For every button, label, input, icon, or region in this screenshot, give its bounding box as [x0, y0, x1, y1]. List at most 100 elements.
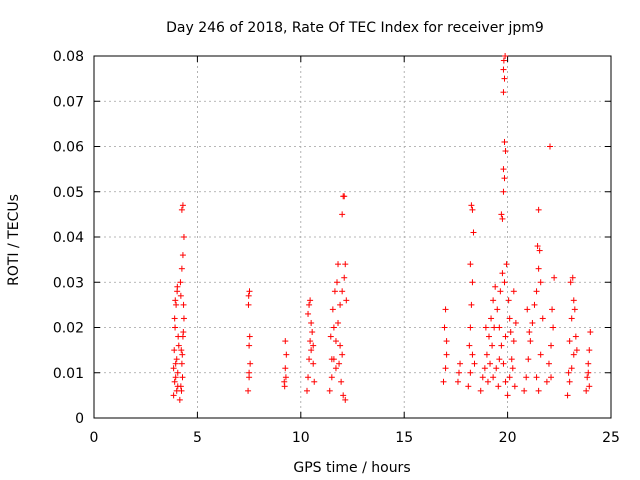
y-tick-label: 0.05 — [53, 185, 84, 201]
y-tick-label: 0.07 — [53, 94, 84, 110]
data-point — [483, 351, 490, 358]
data-point — [523, 374, 530, 381]
data-point — [499, 270, 506, 277]
data-point — [493, 365, 500, 372]
data-point — [498, 211, 505, 218]
data-point — [328, 374, 335, 381]
data-point — [339, 211, 346, 218]
data-point — [178, 387, 185, 394]
y-tick-label: 0.06 — [53, 140, 84, 156]
data-point — [282, 338, 289, 345]
data-point — [584, 374, 591, 381]
data-point — [471, 360, 478, 367]
data-point — [587, 329, 594, 336]
grid-lines — [94, 56, 611, 418]
data-point — [245, 301, 252, 308]
data-point — [550, 324, 557, 331]
data-point — [336, 360, 343, 367]
y-tick-label: 0.02 — [53, 321, 84, 337]
data-point — [467, 369, 474, 376]
y-tick-label: 0.04 — [53, 230, 84, 246]
data-point — [496, 356, 503, 363]
axis-ticks: 0 5 10 15 20 25 0 0.01 0.02 0.03 0.04 0.05 0.06 0.07 0… — [53, 49, 620, 446]
data-point — [508, 356, 515, 363]
data-point — [172, 374, 179, 381]
y-axis-label: ROTI / TECUs — [6, 194, 22, 286]
data-point — [337, 342, 344, 349]
y-tick-label: 0 — [75, 411, 84, 427]
data-point — [443, 351, 450, 358]
data-point — [479, 374, 486, 381]
data-point — [501, 279, 508, 286]
data-point — [304, 387, 311, 394]
data-point — [247, 360, 254, 367]
data-point — [339, 288, 346, 295]
data-point — [308, 319, 315, 326]
data-point — [246, 333, 253, 340]
x-tick-label: 15 — [395, 430, 413, 446]
data-point — [536, 247, 543, 254]
data-point — [171, 315, 178, 322]
data-point — [179, 351, 186, 358]
data-point — [172, 324, 179, 331]
data-point — [332, 338, 339, 345]
data-point — [521, 387, 528, 394]
data-point — [500, 360, 507, 367]
data-point — [502, 148, 509, 155]
data-point — [465, 383, 472, 390]
data-point — [339, 351, 346, 358]
data-point — [484, 378, 491, 385]
data-point — [567, 279, 574, 286]
data-point — [570, 297, 577, 304]
data-point — [545, 360, 552, 367]
data-point — [309, 329, 316, 336]
data-point — [469, 279, 476, 286]
data-point — [489, 342, 496, 349]
data-point — [470, 229, 477, 236]
data-point — [573, 347, 580, 354]
data-point — [498, 342, 505, 349]
data-point — [341, 274, 348, 281]
data-point — [487, 360, 494, 367]
data-point — [457, 360, 464, 367]
data-point — [172, 297, 179, 304]
data-point — [173, 301, 180, 308]
data-point — [535, 265, 542, 272]
y-tick-label: 0.08 — [53, 49, 84, 65]
data-point — [456, 369, 463, 376]
data-point — [510, 288, 517, 295]
data-point — [468, 202, 475, 209]
data-point — [180, 301, 187, 308]
data-point — [337, 301, 344, 308]
data-point — [178, 265, 185, 272]
data-point — [179, 374, 186, 381]
data-point — [569, 274, 576, 281]
data-point — [173, 356, 180, 363]
data-point — [535, 206, 542, 213]
data-point — [496, 324, 503, 331]
data-point — [585, 369, 592, 376]
data-point — [333, 279, 340, 286]
data-point — [499, 215, 506, 222]
data-point — [171, 378, 178, 385]
data-point — [539, 315, 546, 322]
data-point — [327, 333, 334, 340]
plot-frame — [93, 55, 612, 419]
data-point — [500, 57, 507, 64]
data-point — [328, 356, 335, 363]
data-point — [501, 138, 508, 145]
data-point — [537, 279, 544, 286]
data-point — [543, 378, 550, 385]
data-point — [504, 392, 511, 399]
data-point — [467, 261, 474, 268]
data-point — [246, 288, 253, 295]
data-point — [283, 351, 290, 358]
data-point — [537, 351, 544, 358]
data-point — [566, 338, 573, 345]
data-point — [495, 383, 502, 390]
data-point — [331, 288, 338, 295]
data-point — [174, 283, 181, 290]
chart-title: Day 246 of 2018, Rate Of TEC Index for r… — [166, 20, 544, 36]
x-tick-label: 20 — [499, 430, 517, 446]
data-point — [510, 338, 517, 345]
